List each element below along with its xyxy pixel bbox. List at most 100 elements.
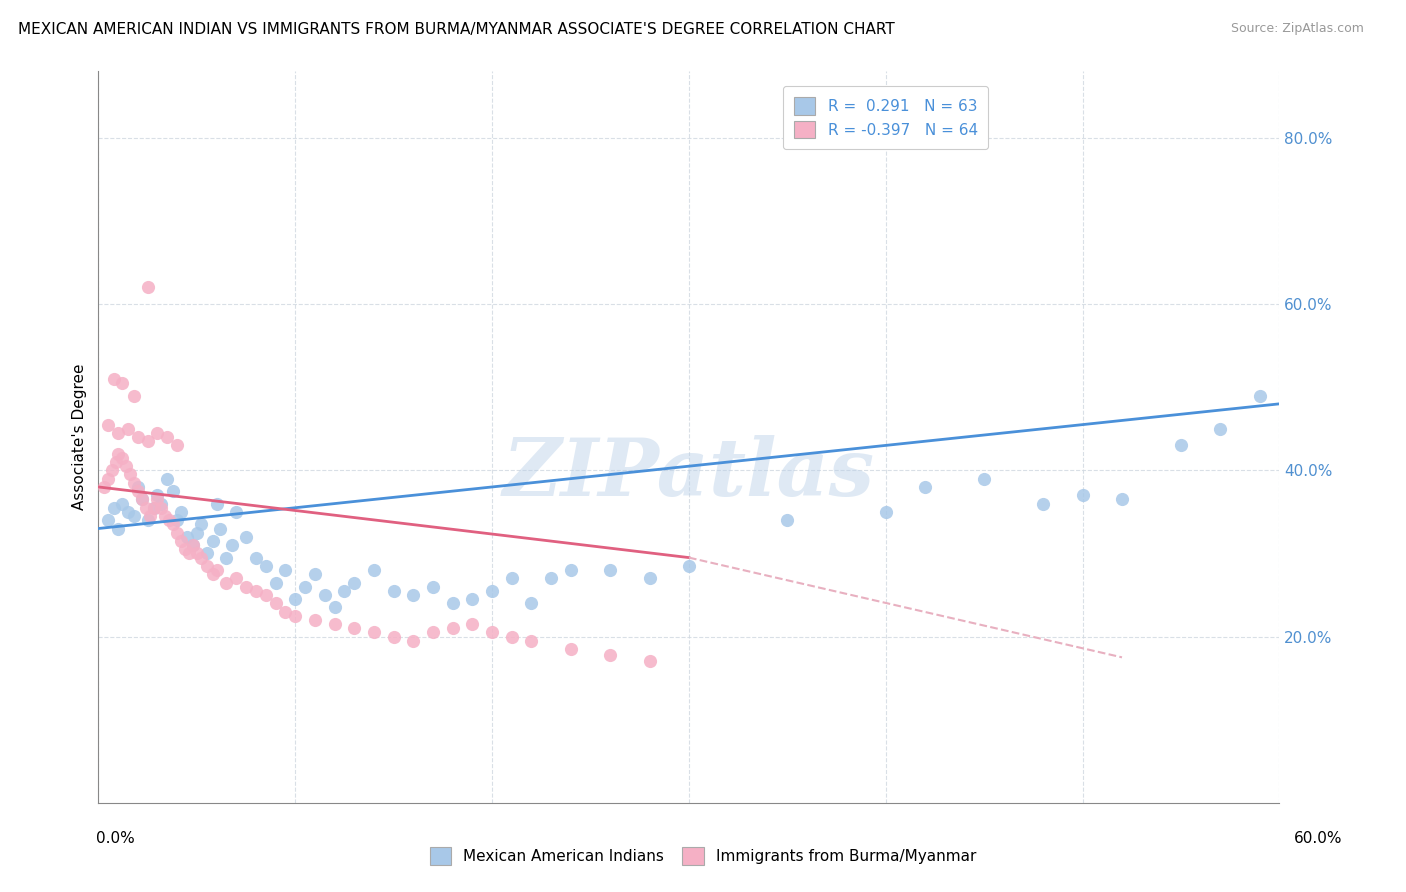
Point — [776, 513, 799, 527]
Point — [142, 500, 165, 515]
Point — [205, 563, 228, 577]
Point — [501, 571, 523, 585]
Point — [97, 472, 120, 486]
Point — [1249, 388, 1271, 402]
Point — [520, 633, 543, 648]
Point — [363, 563, 385, 577]
Point — [254, 558, 277, 573]
Point — [382, 583, 405, 598]
Point — [176, 530, 198, 544]
Point — [520, 596, 543, 610]
Point — [274, 563, 297, 577]
Text: ZIPatlas: ZIPatlas — [503, 435, 875, 512]
Point — [422, 580, 444, 594]
Point — [314, 588, 336, 602]
Point — [481, 583, 503, 598]
Point — [540, 571, 562, 585]
Point — [136, 434, 159, 449]
Point — [973, 472, 995, 486]
Point — [127, 484, 149, 499]
Point — [678, 558, 700, 573]
Point — [135, 500, 157, 515]
Point — [150, 500, 173, 515]
Point — [560, 642, 582, 657]
Point — [105, 455, 128, 469]
Point — [181, 538, 204, 552]
Point — [127, 480, 149, 494]
Point — [174, 542, 197, 557]
Point — [1170, 438, 1192, 452]
Point — [284, 592, 307, 607]
Point — [422, 625, 444, 640]
Point — [103, 372, 125, 386]
Point — [264, 575, 287, 590]
Point — [146, 425, 169, 440]
Point — [1032, 497, 1054, 511]
Point — [225, 505, 247, 519]
Point — [107, 521, 129, 535]
Point — [215, 550, 238, 565]
Point — [343, 621, 366, 635]
Point — [333, 583, 356, 598]
Point — [157, 513, 180, 527]
Point — [284, 608, 307, 623]
Point — [304, 613, 326, 627]
Point — [304, 567, 326, 582]
Point — [186, 525, 208, 540]
Point — [235, 580, 257, 594]
Point — [201, 567, 224, 582]
Point — [131, 492, 153, 507]
Point — [225, 571, 247, 585]
Point — [111, 450, 134, 465]
Legend: Mexican American Indians, Immigrants from Burma/Myanmar: Mexican American Indians, Immigrants fro… — [419, 837, 987, 875]
Point — [914, 480, 936, 494]
Point — [323, 600, 346, 615]
Point — [166, 513, 188, 527]
Point — [382, 630, 405, 644]
Point — [274, 605, 297, 619]
Point — [107, 425, 129, 440]
Point — [1209, 422, 1232, 436]
Point — [117, 422, 139, 436]
Point — [177, 546, 200, 560]
Point — [186, 546, 208, 560]
Point — [441, 596, 464, 610]
Point — [162, 517, 184, 532]
Point — [118, 467, 141, 482]
Point — [103, 500, 125, 515]
Point — [1071, 488, 1094, 502]
Point — [97, 513, 120, 527]
Point — [162, 484, 184, 499]
Point — [142, 500, 165, 515]
Point — [136, 280, 159, 294]
Point — [131, 492, 153, 507]
Point — [138, 509, 160, 524]
Point — [146, 492, 169, 507]
Point — [117, 505, 139, 519]
Point — [170, 533, 193, 548]
Point — [150, 497, 173, 511]
Point — [107, 447, 129, 461]
Point — [166, 525, 188, 540]
Point — [166, 438, 188, 452]
Point — [638, 655, 661, 669]
Point — [343, 575, 366, 590]
Point — [136, 513, 159, 527]
Point — [501, 630, 523, 644]
Point — [111, 376, 134, 390]
Text: 60.0%: 60.0% — [1295, 831, 1343, 846]
Point — [245, 550, 267, 565]
Point — [235, 530, 257, 544]
Point — [127, 430, 149, 444]
Point — [115, 459, 138, 474]
Point — [402, 588, 425, 602]
Point — [254, 588, 277, 602]
Legend: R =  0.291   N = 63, R = -0.397   N = 64: R = 0.291 N = 63, R = -0.397 N = 64 — [783, 87, 988, 149]
Point — [181, 538, 204, 552]
Point — [201, 533, 224, 548]
Point — [209, 521, 232, 535]
Point — [1111, 492, 1133, 507]
Point — [195, 558, 218, 573]
Y-axis label: Associate's Degree: Associate's Degree — [72, 364, 87, 510]
Point — [294, 580, 316, 594]
